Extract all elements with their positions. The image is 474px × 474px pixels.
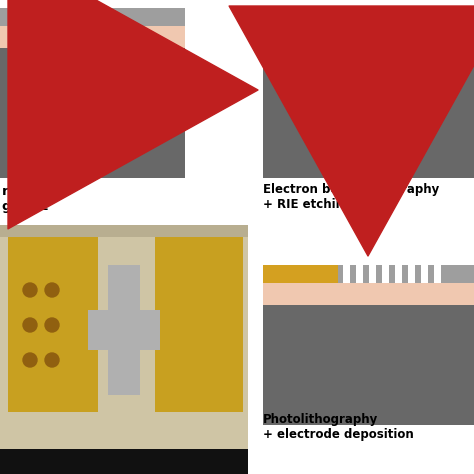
Bar	[408, 265, 415, 283]
Text: rystalline: rystalline	[2, 185, 73, 198]
Text: g MBE: g MBE	[2, 200, 49, 213]
Circle shape	[23, 318, 37, 332]
Bar	[8, 237, 98, 412]
Bar	[421, 265, 428, 283]
Bar	[263, 48, 474, 178]
Bar	[263, 283, 474, 305]
Text: + RIE etching: + RIE etching	[263, 198, 352, 211]
Bar	[263, 305, 474, 425]
Bar	[0, 449, 248, 474]
Bar	[398, 8, 406, 26]
Bar	[356, 8, 364, 26]
Bar	[369, 265, 376, 283]
Bar	[263, 265, 338, 283]
Bar	[370, 8, 378, 26]
Bar	[0, 48, 185, 178]
Bar	[434, 265, 441, 283]
Circle shape	[45, 318, 59, 332]
Bar	[88, 310, 160, 350]
Bar	[338, 265, 474, 283]
Bar	[263, 26, 474, 48]
Bar	[0, 225, 248, 449]
Circle shape	[45, 283, 59, 297]
Circle shape	[23, 283, 37, 297]
Bar	[395, 265, 402, 283]
Circle shape	[23, 353, 37, 367]
Text: Electron beam lithography: Electron beam lithography	[263, 183, 439, 196]
Bar	[384, 8, 392, 26]
Bar	[382, 265, 389, 283]
Bar	[328, 8, 336, 26]
Bar	[412, 8, 420, 26]
Bar	[0, 225, 248, 237]
Text: + electrode deposition: + electrode deposition	[263, 428, 414, 441]
Bar	[0, 8, 185, 26]
Bar	[342, 8, 350, 26]
Circle shape	[45, 353, 59, 367]
Bar	[0, 26, 185, 48]
Bar	[356, 265, 363, 283]
Bar	[155, 237, 243, 412]
Bar	[108, 265, 140, 395]
Text: Photolithography: Photolithography	[263, 413, 378, 426]
Bar	[343, 265, 350, 283]
Bar	[263, 8, 474, 26]
